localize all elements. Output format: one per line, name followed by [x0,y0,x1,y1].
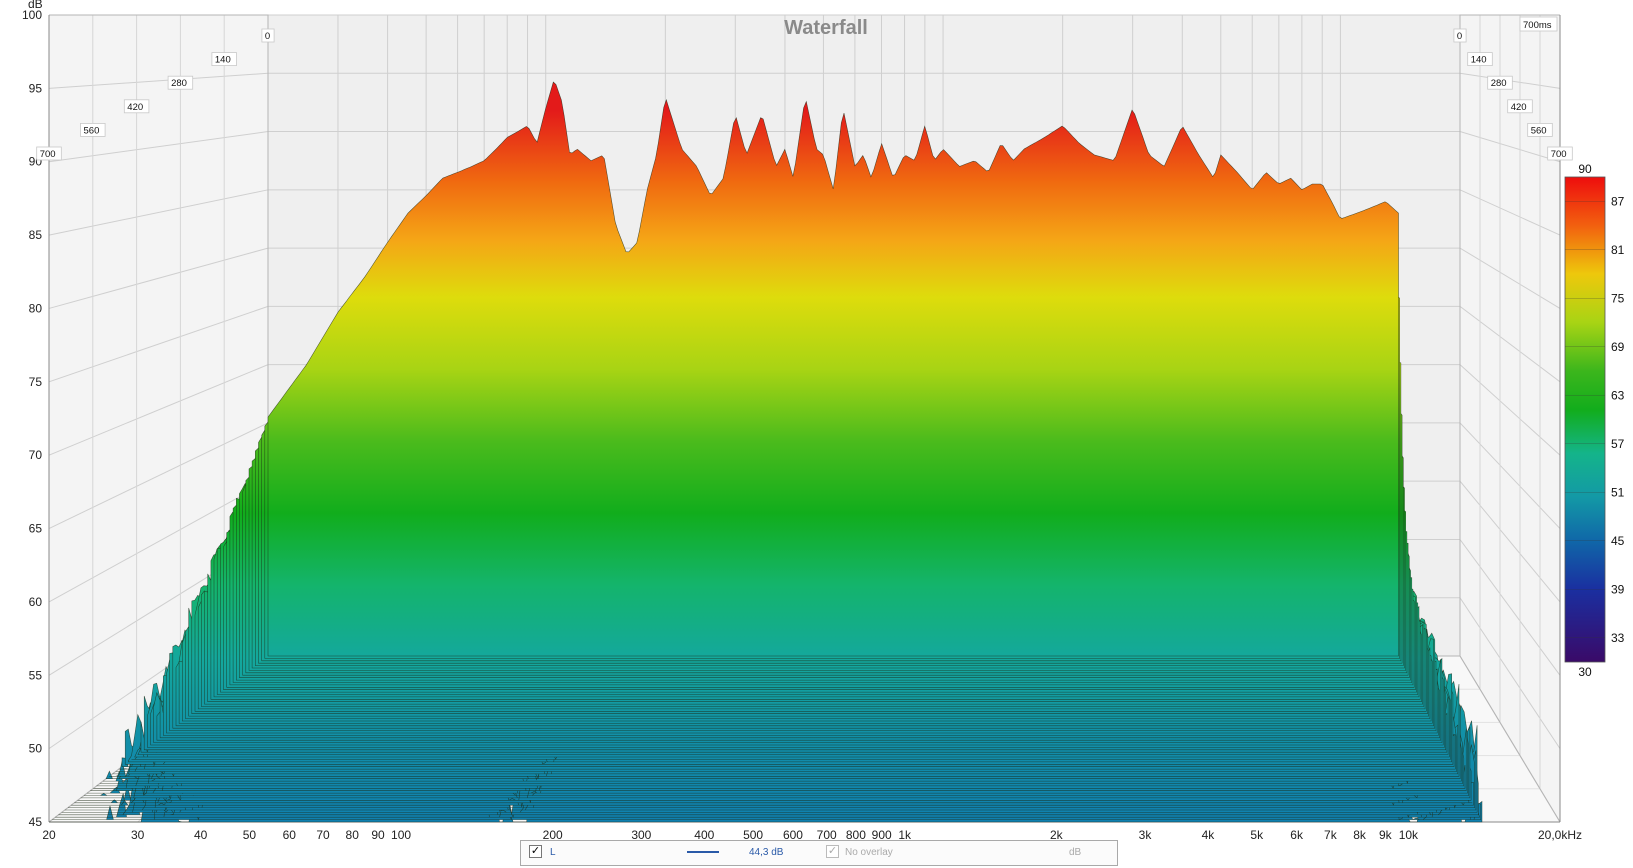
y-tick-label: 75 [29,375,43,389]
depth-tick-box [1467,52,1493,66]
x-tick-label: 5k [1250,828,1264,842]
depth-tick-box [1547,146,1573,161]
overlay-unit: dB [1069,847,1082,858]
depth-tick-label: 700 [40,149,56,160]
depth-tick-box [211,52,237,66]
colorbar-tick-label: 81 [1611,243,1625,257]
x-tick-label: 90 [371,828,385,842]
depth-tick-box [261,28,275,43]
colorbar-tick-label: 33 [1611,631,1625,645]
depth-tick-label: 140 [1471,55,1487,66]
x-tick-label: 10k [1399,828,1419,842]
channel-line-swatch [687,851,719,853]
depth-axis-left: 0 140 280 420 560 700 [36,28,275,161]
depth-tick-box [36,146,62,161]
x-tick-label: 8k [1353,828,1367,842]
x-tick-label: 70 [316,828,330,842]
y-tick-label: 95 [29,81,43,95]
depth-tick-box [1487,75,1513,90]
channel-level: 44,3 dB [749,847,784,858]
colorbar-tick-label: 87 [1611,194,1625,208]
y-tick-label: 70 [29,448,43,462]
depth-tick-box [1453,28,1467,43]
overlay-label: No overlay [845,847,893,858]
depth-tick-box [80,123,106,137]
waterfall-slice [267,81,1399,657]
x-tick-label: 800 [846,828,866,842]
depth-tick-label: 280 [1491,78,1507,89]
depth-tick-label: 420 [1511,102,1527,113]
colorbar-tick-label: 39 [1611,582,1625,596]
x-tick-label: 200 [543,828,563,842]
depth-tick-box [167,75,194,90]
x-tick-label: 40 [194,828,208,842]
depth-tick-label: 700 [1551,149,1567,160]
y-tick-label: 85 [29,228,43,242]
colorbar-scale [1564,176,1606,663]
overlay-checkbox[interactable]: ✓ [826,845,839,858]
legend-bar: ✓ L 44,3 dB ✓ No overlay dB [520,840,1118,866]
depth-tick-label: 0 [265,31,270,42]
colorbar-tick-label: 45 [1611,534,1625,548]
x-tick-label: 900 [872,828,892,842]
depth-tick-label: 560 [1531,125,1547,136]
channel-checkbox[interactable]: ✓ [529,845,542,858]
x-tick-label: 9k [1379,828,1393,842]
y-tick-label: 55 [29,668,43,682]
depth-unit-label: 700ms [1523,20,1552,31]
colorbar-tick-label: 69 [1611,340,1625,354]
y-tick-label: 80 [29,301,43,315]
depth-tick-box [1507,99,1533,114]
depth-unit-box [1519,16,1558,32]
x-tick-label: 50 [243,828,257,842]
x-tick-label: 80 [346,828,360,842]
x-tick-label: 400 [694,828,714,842]
colorbar: 90 87 81 75 69 63 57 51 45 39 33 30 [1564,162,1625,679]
depth-tick-label: 140 [215,55,231,66]
depth-tick-label: 420 [127,102,143,113]
waterfall-surface [49,81,1483,823]
x-axis: 20 30 40 50 60 70 80 90 100 200 300 400 500 600 700 800… [42,828,1582,842]
colorbar-tick-label: 75 [1611,291,1625,305]
x-tick-label: 100 [391,828,411,842]
x-tick-label: 700 [817,828,837,842]
x-tick-label: 6k [1290,828,1304,842]
x-tick-label: 7k [1324,828,1338,842]
right-wall [1460,15,1560,822]
x-tick-label: 20 [42,828,56,842]
y-tick-label: 100 [22,8,42,22]
x-tick-label: 60 [283,828,297,842]
x-tick-label: 30 [131,828,145,842]
x-tick-label: 20,0kHz [1538,828,1582,842]
depth-axis-right: 0 140 280 420 560 700 700ms [1453,16,1573,161]
x-tick-label: 500 [743,828,763,842]
x-tick-label: 2k [1050,828,1064,842]
y-tick-label: 65 [29,522,43,536]
depth-tick-box [1527,123,1553,137]
y-axis-unit-label: dB [28,0,43,11]
x-tick-label: 600 [783,828,803,842]
x-tick-label: 300 [631,828,651,842]
depth-tick-label: 560 [84,125,100,136]
colorbar-tick-label: 63 [1611,388,1625,402]
y-gridline [48,131,1561,163]
depth-tick-box [123,99,150,114]
y-tick-label: 50 [29,742,43,756]
x-tick-label: 1k [898,828,912,842]
y-tick-label: 60 [29,595,43,609]
colorbar-tick-label: 90 [1578,162,1592,176]
depth-tick-label: 0 [1457,31,1462,42]
colorbar-tick-label: 57 [1611,437,1625,451]
channel-label: L [550,847,556,858]
colorbar-tick-label: 51 [1611,485,1625,499]
box-edge [1459,14,1561,823]
depth-tick-label: 280 [171,78,187,89]
colorbar-tick-label: 30 [1578,665,1592,679]
y-tick-label: 45 [29,815,43,829]
chart-title: Waterfall [784,17,868,39]
x-tick-label: 4k [1202,828,1216,842]
x-tick-label: 3k [1139,828,1153,842]
